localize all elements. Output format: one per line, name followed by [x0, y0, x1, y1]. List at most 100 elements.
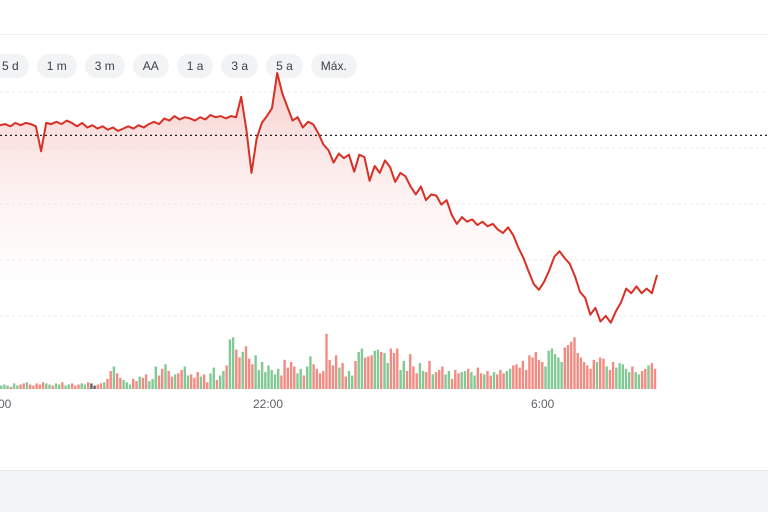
- volume-bar: [512, 365, 515, 389]
- volume-bar: [58, 384, 61, 389]
- volume-bar: [309, 356, 312, 389]
- volume-bar: [93, 385, 96, 389]
- volume-bar: [341, 363, 344, 389]
- volume-bar: [299, 368, 302, 390]
- volume-bar: [325, 333, 328, 389]
- volume-bar: [12, 383, 16, 389]
- range-5d-button[interactable]: 5 d: [0, 54, 29, 78]
- volume-bar: [431, 374, 434, 389]
- volume-bar: [499, 369, 502, 389]
- volume-bar: [286, 367, 289, 389]
- volume-bar: [296, 373, 299, 390]
- volume-bar: [235, 349, 238, 389]
- volume-bar: [582, 362, 586, 389]
- volume-bar: [631, 366, 634, 389]
- volume-bar: [190, 374, 193, 389]
- volume-bar: [277, 368, 280, 390]
- volume-bar: [90, 383, 93, 389]
- volume-bar: [312, 364, 315, 390]
- volume-bar: [334, 355, 338, 390]
- volume-bar: [608, 369, 612, 389]
- volume-bar: [396, 348, 399, 389]
- volume-bar: [196, 372, 199, 389]
- volume-bar: [141, 377, 145, 390]
- volume-bar: [415, 373, 418, 390]
- volume-bar: [119, 377, 122, 390]
- volume-bar: [77, 384, 80, 389]
- volume-bar: [434, 372, 438, 389]
- volume-bar: [479, 373, 483, 390]
- volume-bar: [106, 378, 109, 389]
- volume-bar: [70, 383, 74, 389]
- range-1m-button[interactable]: 1 m: [36, 54, 77, 78]
- volume-bar: [450, 378, 454, 389]
- volume-bar: [3, 384, 6, 389]
- volume-bar: [138, 376, 141, 389]
- volume-bar: [74, 385, 77, 389]
- volume-bar: [418, 363, 422, 389]
- volume-bar: [502, 373, 505, 390]
- x-tick-label: 22:00: [253, 397, 283, 411]
- volume-bar: [634, 372, 637, 389]
- volume-bar: [180, 369, 183, 389]
- volume-bar: [586, 365, 589, 389]
- volume-bar: [534, 351, 537, 389]
- range-5y-button[interactable]: 5 a: [266, 54, 303, 78]
- range-3m-button[interactable]: 3 m: [84, 54, 125, 78]
- volume-bar: [157, 375, 161, 389]
- volume-bar: [492, 372, 496, 389]
- volume-bar: [367, 356, 370, 389]
- volume-bar: [486, 371, 489, 389]
- price-line[interactable]: [0, 72, 658, 324]
- volume-bar: [573, 337, 576, 390]
- volume-bar: [412, 366, 415, 389]
- volume-bar: [566, 345, 570, 389]
- volume-bar: [383, 353, 386, 389]
- volume-bar: [653, 368, 657, 390]
- volume-bar: [151, 378, 154, 389]
- time-range-selector: 5 d 1 m 3 m AA 1 a 3 a 5 a Máx.: [0, 54, 357, 78]
- volume-bar: [238, 357, 241, 389]
- volume-bar: [644, 368, 647, 390]
- volume-bar: [244, 346, 248, 390]
- volume-bar: [45, 383, 48, 389]
- volume-bar: [183, 366, 186, 389]
- volume-bar: [463, 371, 467, 389]
- volume-bar: [219, 375, 222, 389]
- volume-bar: [170, 376, 174, 389]
- volume-bar: [306, 366, 309, 389]
- range-ytd-button[interactable]: AA: [132, 54, 169, 78]
- volume-bar: [51, 385, 54, 389]
- volume-bar: [621, 364, 624, 390]
- volume-bar: [148, 381, 151, 389]
- volume-bar: [615, 367, 618, 389]
- range-3y-button[interactable]: 3 a: [221, 54, 259, 78]
- volume-bar: [267, 365, 270, 389]
- volume-bar: [605, 366, 608, 389]
- volume-bar: [541, 362, 544, 389]
- volume-bar: [193, 377, 196, 390]
- volume-bar: [48, 384, 51, 389]
- volume-bar: [550, 348, 554, 389]
- volume-bar: [289, 362, 293, 389]
- volume-bar: [135, 381, 138, 389]
- volume-bar: [67, 384, 70, 389]
- range-1y-button[interactable]: 1 a: [176, 54, 214, 78]
- volume-bar: [96, 384, 99, 389]
- volume-bar: [177, 373, 180, 390]
- volume-bar: [206, 382, 209, 390]
- volume-bar: [270, 369, 273, 389]
- volume-bar: [560, 362, 563, 389]
- volume-bar: [496, 374, 499, 389]
- volume-bar: [318, 373, 322, 390]
- volume-bar: [241, 351, 244, 389]
- volume-bar: [22, 383, 25, 389]
- volume-bar: [41, 382, 45, 390]
- volume-bar: [231, 337, 235, 390]
- volume-bar: [61, 382, 64, 390]
- volume-bar: [16, 385, 19, 389]
- volume-bar: [328, 359, 331, 389]
- range-max-button[interactable]: Máx.: [310, 54, 357, 78]
- volume-bar: [392, 353, 396, 389]
